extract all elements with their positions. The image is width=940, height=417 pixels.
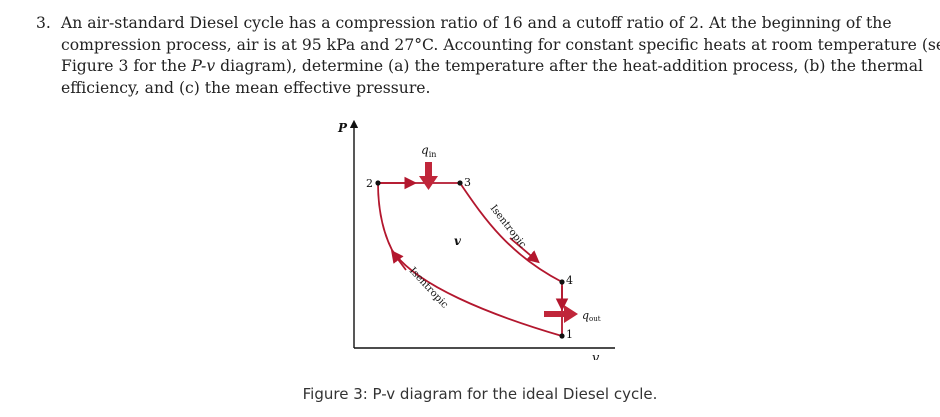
- q-in-label: qin: [421, 143, 436, 159]
- q-in-main: q: [421, 143, 429, 157]
- state-point-2: [375, 180, 381, 186]
- q-in-sub: in: [429, 150, 437, 159]
- problem-line-1: An air-standard Diesel cycle has a compr…: [61, 14, 892, 32]
- isentropic-compression-arrow: [390, 249, 407, 271]
- problem-line-2: compression process, air is at 95 kPa an…: [61, 35, 940, 54]
- pv-variable: P-v: [191, 57, 216, 75]
- center-v-label: v: [454, 234, 462, 248]
- problem-line-3-end: diagram), determine (a) the temperature …: [215, 57, 923, 75]
- isentropic-expansion-curve: [459, 182, 563, 283]
- problem-line-3-start: Figure 3 for the: [61, 57, 192, 75]
- y-axis-label: P: [337, 121, 348, 135]
- isentropic-expansion-arrow: [509, 237, 540, 264]
- state-point-4: [559, 279, 565, 285]
- state-label-2: 2: [366, 177, 373, 190]
- problem-line-3: Figure 3 for the P-v diagram), determine…: [36, 56, 934, 78]
- figure-caption-text: Figure 3: P-v diagram for the ideal Dies…: [302, 385, 658, 403]
- isentropic-label-lower: Isentropic: [407, 266, 450, 311]
- problem-line-4: efficiency, and (c) the mean effective p…: [61, 78, 431, 97]
- problem-statement: 3. An air-standard Diesel cycle has a co…: [36, 13, 940, 99]
- state-label-1: 1: [566, 328, 573, 341]
- x-axis-label: v: [592, 351, 600, 360]
- state-label-4: 4: [566, 274, 573, 287]
- q-out-sub: out: [589, 315, 601, 323]
- problem-number: 3.: [36, 14, 51, 32]
- state-point-3: [457, 180, 463, 186]
- figure-caption: Figure 3: P-v diagram for the ideal Dies…: [0, 385, 940, 403]
- state-label-3: 3: [464, 176, 471, 189]
- q-in-arrow: [419, 162, 438, 190]
- isentropic-compression-curve: [377, 182, 563, 337]
- q-out-label: qout: [582, 309, 601, 323]
- state-point-1: [559, 333, 565, 339]
- q-out-arrow: [544, 305, 578, 323]
- q-out-main: q: [582, 309, 589, 322]
- pv-diagram: P v 2 3 4 1 qin qout v Isentropic Isentr…: [337, 119, 615, 360]
